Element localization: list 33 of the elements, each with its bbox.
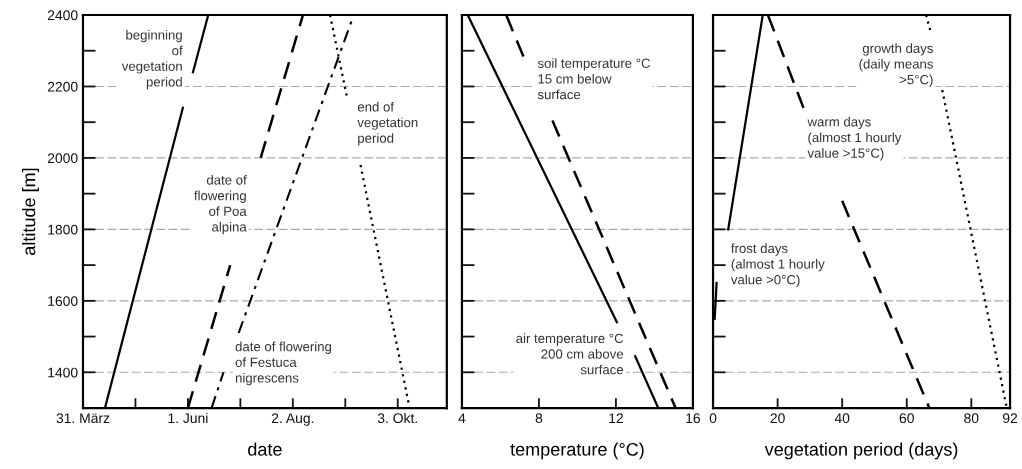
y-tick-label: 1400 [48, 367, 78, 378]
x-tick-label: 4 [458, 413, 466, 423]
x-tick-label: 3. Okt. [377, 412, 417, 424]
x-tick-label: 2. Aug. [271, 413, 314, 426]
x-tick-label: 20 [770, 413, 785, 424]
x-tick-label: 16 [686, 413, 701, 424]
y-tick-label: 2400 [47, 10, 78, 21]
series-label: end of vegetation period [357, 101, 418, 146]
series-label: soil temperature °C 15 cm below surface [537, 58, 651, 100]
x-tick-label: 40 [834, 413, 850, 424]
x-axis-title: vegetation period (days) [764, 442, 958, 460]
x-tick-label: 31. März [56, 413, 110, 424]
series-label: air temperature °C 200 cm above surface [516, 333, 624, 375]
series-label: date of flowering of Poa alpina [194, 174, 247, 235]
x-tick-label: 8 [535, 413, 543, 424]
x-tick-label: 1. Juni [168, 412, 208, 424]
x-tick-label: 80 [964, 413, 979, 424]
y-tick-label: 2200 [47, 81, 78, 92]
x-tick-label: 0 [709, 413, 717, 424]
series-label: frost days (almost 1 hourly value >0°C) [730, 243, 825, 287]
x-tick-label: 60 [899, 413, 914, 424]
x-axis-title: temperature (°C) [510, 442, 644, 460]
y-axis-title: altitude [m] [22, 168, 39, 255]
x-tick-label: 12 [609, 413, 623, 423]
series-label: growth days (daily means >5°C) [859, 43, 933, 87]
y-tick-label: 2000 [47, 153, 78, 164]
series-label: date of flowering of Festuca nigrescens [235, 341, 332, 386]
series-label: warm days (almost 1 hourly value >15°C) [807, 116, 902, 161]
x-tick-label: 92 [1002, 413, 1018, 424]
y-tick-label: 1600 [48, 296, 78, 307]
y-tick-label: 1800 [48, 224, 78, 235]
series-label: beginning of vegetation period [121, 29, 183, 90]
x-axis-title: date [248, 442, 282, 456]
